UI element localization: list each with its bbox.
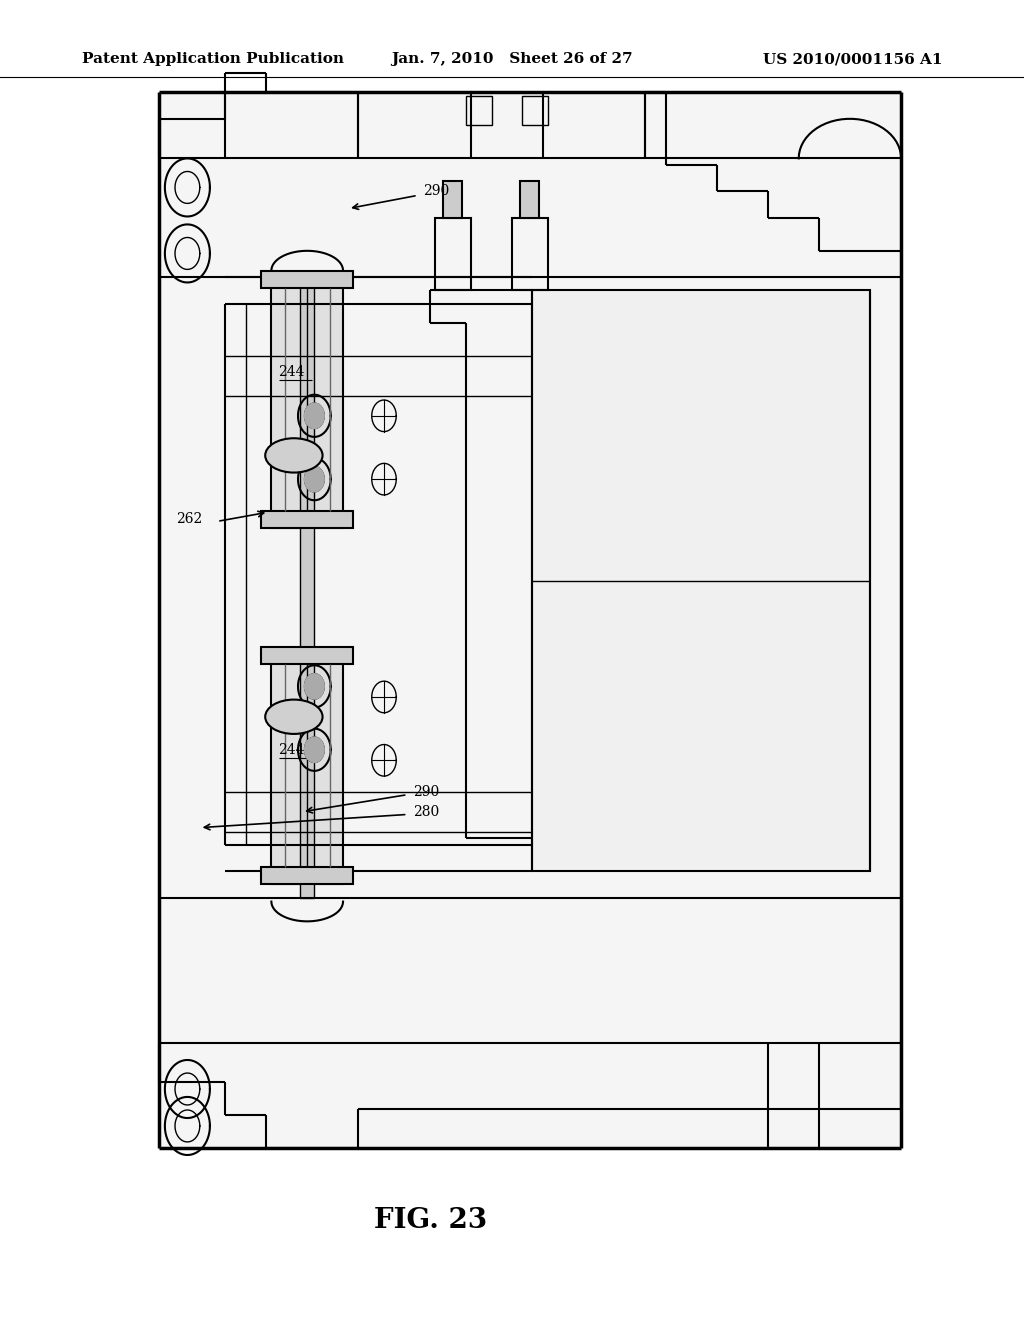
Bar bbox=[261, 867, 353, 884]
Text: 280: 280 bbox=[413, 805, 439, 818]
Text: 290: 290 bbox=[413, 785, 439, 799]
Text: Patent Application Publication: Patent Application Publication bbox=[82, 53, 344, 66]
Bar bbox=[159, 92, 901, 1148]
Circle shape bbox=[304, 737, 325, 763]
Text: FIG. 23: FIG. 23 bbox=[374, 1208, 486, 1234]
Text: 290: 290 bbox=[423, 185, 450, 198]
Circle shape bbox=[304, 673, 325, 700]
Bar bbox=[435, 218, 471, 290]
Bar bbox=[271, 284, 343, 528]
Ellipse shape bbox=[265, 438, 323, 473]
Bar bbox=[466, 96, 492, 125]
Bar bbox=[443, 181, 462, 218]
Bar bbox=[261, 271, 353, 288]
Circle shape bbox=[304, 466, 325, 492]
Bar bbox=[261, 647, 353, 664]
Text: US 2010/0001156 A1: US 2010/0001156 A1 bbox=[763, 53, 942, 66]
Bar bbox=[532, 290, 870, 871]
Bar bbox=[522, 96, 548, 125]
Text: 262: 262 bbox=[176, 512, 203, 525]
Circle shape bbox=[304, 403, 325, 429]
Bar bbox=[271, 653, 343, 884]
Text: Jan. 7, 2010   Sheet 26 of 27: Jan. 7, 2010 Sheet 26 of 27 bbox=[391, 53, 633, 66]
Bar bbox=[512, 218, 548, 290]
Ellipse shape bbox=[265, 700, 323, 734]
Text: 244: 244 bbox=[279, 366, 305, 379]
Bar bbox=[261, 511, 353, 528]
Bar bbox=[300, 277, 314, 898]
Text: 244: 244 bbox=[279, 743, 305, 756]
Bar bbox=[520, 181, 539, 218]
